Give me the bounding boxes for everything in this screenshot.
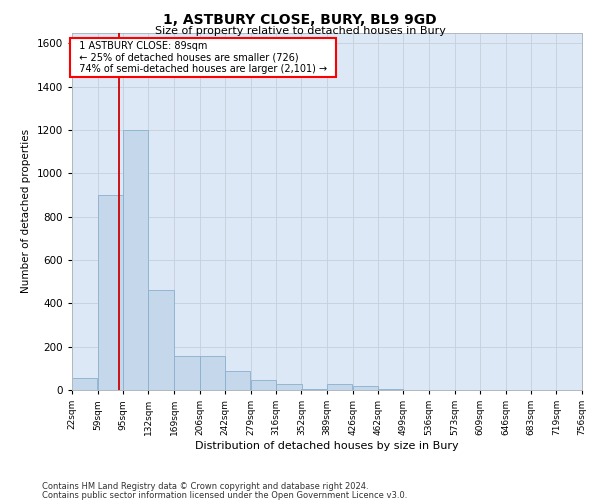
Bar <box>200 356 225 390</box>
Bar <box>72 378 97 390</box>
Bar <box>251 380 276 390</box>
Bar <box>174 356 199 390</box>
Text: Contains HM Land Registry data © Crown copyright and database right 2024.: Contains HM Land Registry data © Crown c… <box>42 482 368 491</box>
Y-axis label: Number of detached properties: Number of detached properties <box>21 129 31 294</box>
Bar <box>98 195 123 390</box>
Bar <box>225 370 250 390</box>
Bar <box>327 384 352 390</box>
Bar <box>276 384 302 390</box>
Text: 1, ASTBURY CLOSE, BURY, BL9 9GD: 1, ASTBURY CLOSE, BURY, BL9 9GD <box>163 12 437 26</box>
Text: Size of property relative to detached houses in Bury: Size of property relative to detached ho… <box>155 26 445 36</box>
Bar <box>378 389 403 390</box>
Text: 1 ASTBURY CLOSE: 89sqm
  ← 25% of detached houses are smaller (726)
  74% of sem: 1 ASTBURY CLOSE: 89sqm ← 25% of detached… <box>73 41 333 74</box>
X-axis label: Distribution of detached houses by size in Bury: Distribution of detached houses by size … <box>195 441 459 451</box>
Text: Contains public sector information licensed under the Open Government Licence v3: Contains public sector information licen… <box>42 490 407 500</box>
Bar <box>353 386 378 390</box>
Bar <box>123 130 148 390</box>
Bar <box>148 290 174 390</box>
Bar <box>301 389 326 390</box>
